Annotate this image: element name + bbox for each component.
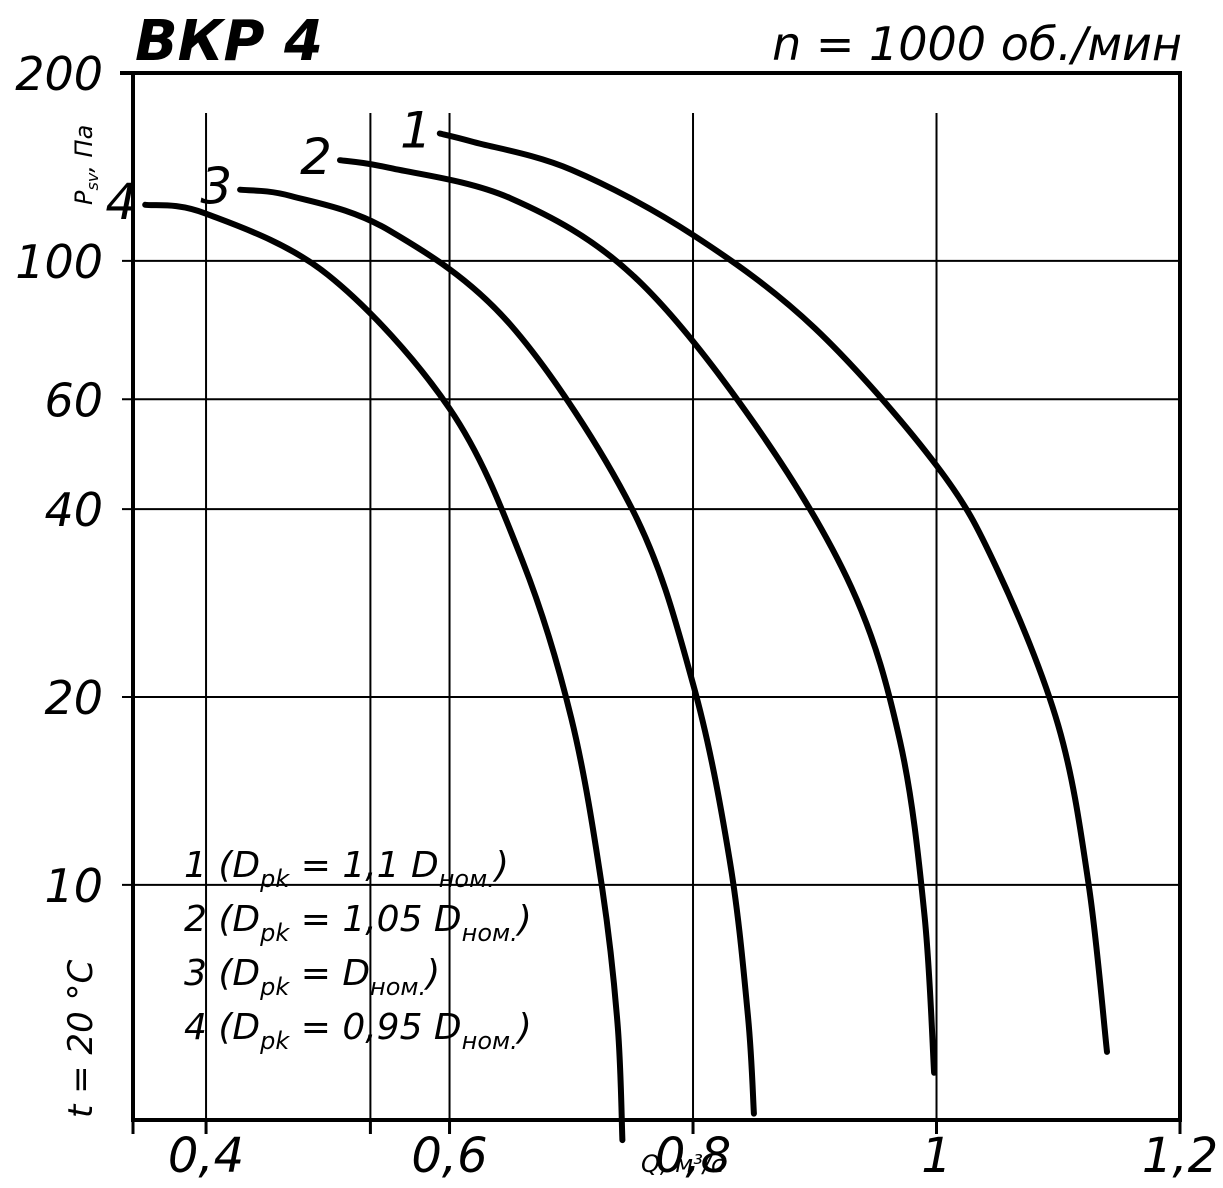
legend-entry: 1 (Dpk = 1,1 Dном.)	[184, 845, 509, 893]
curve-3	[237, 186, 757, 1117]
x-tick-label: 0,8	[655, 1128, 731, 1184]
y-tick-label: 60	[44, 373, 103, 427]
legend-entry-part: pk	[259, 973, 290, 1001]
legend-entry-part: 3 (D	[184, 953, 260, 994]
legend-entry-part: ном.	[462, 919, 518, 947]
grid	[122, 113, 1180, 1120]
y-axis-label-main: P	[70, 190, 98, 205]
legend-entry-part: )	[492, 845, 509, 886]
curve-label-2: 2	[300, 128, 332, 186]
y-axis-label-unit: , Па	[70, 125, 98, 173]
legend-entry-part: pk	[259, 865, 290, 893]
y-axis-label-sub: sv	[83, 172, 102, 190]
legend-entry-part: ном.	[439, 865, 495, 893]
x-tick-label: 1	[921, 1128, 952, 1184]
legend-entry-part: ном.	[370, 973, 426, 1001]
x-tick-label: 1,2	[1142, 1128, 1218, 1184]
plot-frame	[131, 71, 1182, 1122]
y-tick-label: 40	[44, 483, 103, 537]
curve-label-4: 4	[105, 173, 137, 231]
curve-1	[436, 130, 1110, 1055]
legend-entry-part: = 1,05 D	[289, 899, 461, 940]
temperature-label: t = 20 °C	[61, 959, 101, 1118]
curves: 1 2 3 4	[105, 101, 1110, 1144]
y-axis-label: Psv, Па	[70, 125, 102, 205]
legend-entry-part: )	[515, 899, 532, 940]
curve-label-3: 3	[200, 158, 232, 216]
x-axis-label: Q, м³/с	[641, 1150, 724, 1178]
legend-entry-part: 4 (D	[184, 1007, 260, 1048]
legend-entry-part: = 1,1 D	[289, 845, 438, 886]
y-tick-label: 100	[15, 235, 103, 289]
legend-entry-part: = D	[289, 953, 370, 994]
legend-entry: 4 (Dpk = 0,95 Dном.)	[184, 1007, 532, 1055]
y-tick-label: 200	[15, 47, 103, 101]
plot-border	[131, 71, 1182, 1122]
curve-label-1: 1	[400, 101, 432, 159]
x-tick-label: 0,4	[168, 1128, 244, 1184]
chart-title: ВКР 4	[135, 9, 323, 74]
axis-ticks: 200 100 60 40 20 10 0,4 0,6 0,8 1 1,2	[15, 47, 1218, 1184]
y-tick-label: 10	[44, 859, 103, 913]
legend-entry-part: pk	[259, 1027, 290, 1055]
legend-entry: 3 (Dpk = Dном.)	[184, 953, 440, 1001]
y-tick-label: 20	[44, 671, 103, 725]
chart-subtitle: n = 1000 об./мин	[772, 17, 1182, 71]
legend-entry-part: )	[423, 953, 440, 994]
curve-4	[142, 201, 626, 1144]
legend-entry-part: pk	[259, 919, 290, 947]
legend: 1 (Dpk = 1,1 Dном.)2 (Dpk = 1,05 Dном.)3…	[184, 845, 532, 1055]
curve-2	[337, 157, 938, 1076]
x-tick-label: 0,6	[411, 1128, 487, 1184]
legend-entry-part: = 0,95 D	[289, 1007, 461, 1048]
legend-entry-part: )	[515, 1007, 532, 1048]
legend-entry-part: ном.	[462, 1027, 518, 1055]
legend-entry-part: 2 (D	[184, 899, 260, 940]
legend-entry-part: 1 (D	[184, 845, 260, 886]
legend-entry: 2 (Dpk = 1,05 Dном.)	[184, 899, 532, 947]
